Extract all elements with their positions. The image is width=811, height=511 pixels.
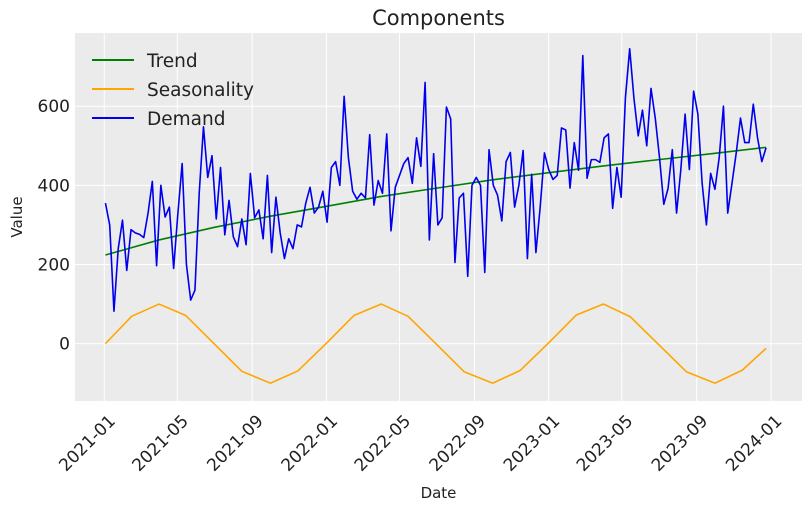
- demand-line: [104, 48, 767, 312]
- seasonality-line: [104, 303, 767, 384]
- x-axis-label: Date: [421, 484, 457, 502]
- x-tick-label-2022-09: 2022-09: [426, 411, 490, 475]
- x-tick-label-2023-05: 2023-05: [573, 411, 637, 475]
- legend-label-demand: Demand: [147, 109, 225, 130]
- y-tick-label-400: 400: [38, 176, 70, 196]
- x-tick-label-2021-09: 2021-09: [203, 411, 267, 475]
- y-axis-ticks: 0 200 400 600: [38, 97, 70, 354]
- x-tick-label-2022-05: 2022-05: [351, 411, 415, 475]
- x-tick-label-2023-01: 2023-01: [500, 411, 564, 475]
- legend-label-trend: Trend: [146, 51, 198, 72]
- x-tick-label-2022-01: 2022-01: [278, 411, 342, 475]
- x-axis-ticks: 2021-01 2021-05 2021-09 2022-01 2022-05 2022-…: [55, 411, 786, 475]
- y-tick-label-200: 200: [38, 255, 70, 275]
- plot-area: [75, 33, 802, 401]
- x-tick-label-2023-09: 2023-09: [648, 411, 712, 475]
- chart-title: Components: [372, 6, 505, 30]
- x-tick-label-2024-01: 2024-01: [722, 411, 786, 475]
- y-tick-label-600: 600: [38, 97, 70, 117]
- x-tick-label-2021-05: 2021-05: [128, 411, 192, 475]
- y-axis-label: Value: [8, 196, 26, 237]
- legend: Trend Seasonality Demand: [92, 51, 254, 130]
- series-layer: [104, 48, 767, 384]
- y-tick-label-0: 0: [59, 335, 70, 355]
- legend-label-seasonality: Seasonality: [147, 80, 254, 101]
- x-tick-label-2021-01: 2021-01: [55, 411, 119, 475]
- grid: [75, 33, 802, 401]
